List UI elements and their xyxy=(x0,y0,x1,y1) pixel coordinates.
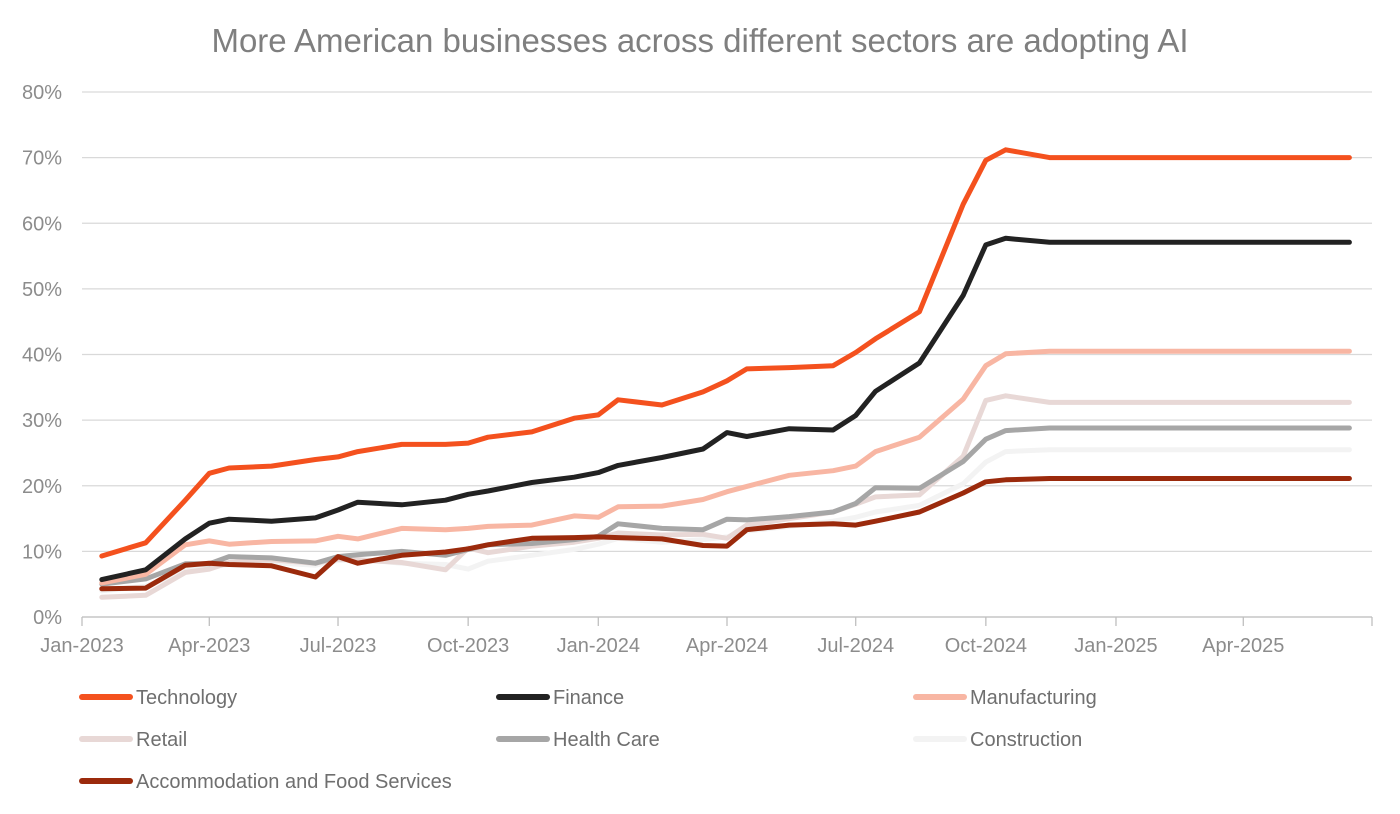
x-tick-label: Oct-2024 xyxy=(945,635,1027,657)
legend-label: Retail xyxy=(136,729,187,751)
x-tick-label: Apr-2024 xyxy=(686,635,768,657)
y-tick-label: 60% xyxy=(22,213,62,235)
x-tick-label: Apr-2023 xyxy=(168,635,250,657)
y-tick-label: 20% xyxy=(22,476,62,498)
y-tick-label: 70% xyxy=(22,148,62,170)
legend-item-manufacturing: Manufacturing xyxy=(913,687,1097,709)
legend-item-technology: Technology xyxy=(79,687,237,709)
gridlines xyxy=(82,91,1372,618)
y-tick-label: 0% xyxy=(33,607,62,629)
chart-title: More American businesses across differen… xyxy=(211,22,1188,59)
legend-label: Health Care xyxy=(553,729,660,751)
y-tick-label: 10% xyxy=(22,541,62,563)
legend-label: Technology xyxy=(136,687,237,709)
series-line-health-care xyxy=(99,425,1352,587)
x-tick-label: Jan-2024 xyxy=(557,635,640,657)
legend-item-retail: Retail xyxy=(79,729,187,751)
legend-item-accommodation-and-food-services: Accommodation and Food Services xyxy=(79,771,452,793)
series-line-finance xyxy=(99,235,1352,583)
series-line-manufacturing xyxy=(99,348,1352,586)
legend-label: Accommodation and Food Services xyxy=(136,771,452,793)
series-line-technology xyxy=(99,147,1352,559)
x-tick-label: Oct-2023 xyxy=(427,635,509,657)
x-tick-label: Jul-2024 xyxy=(817,635,894,657)
legend-item-finance: Finance xyxy=(496,687,624,709)
legend: Technology Finance Manufacturing Retail Heal… xyxy=(79,687,1097,793)
legend-item-construction: Construction xyxy=(913,729,1082,751)
y-tick-label: 80% xyxy=(22,82,62,104)
y-tick-label: 50% xyxy=(22,279,62,301)
legend-label: Construction xyxy=(970,729,1082,751)
x-tick-label: Jan-2023 xyxy=(40,635,123,657)
y-tick-label: 40% xyxy=(22,345,62,367)
legend-label: Manufacturing xyxy=(970,687,1097,709)
x-tick-label: Jan-2025 xyxy=(1074,635,1157,657)
x-tick-label: Apr-2025 xyxy=(1202,635,1284,657)
series-line-accommodation-and-food-services xyxy=(99,476,1352,592)
legend-label: Finance xyxy=(553,687,624,709)
x-tick-label: Jul-2023 xyxy=(300,635,377,657)
axes: 0% 10% 20% 30% 40% 50% 60% 70% 80% Jan-2023 Apr-20… xyxy=(22,82,1373,657)
legend-item-health-care: Health Care xyxy=(496,729,660,751)
series-lines xyxy=(99,147,1352,600)
y-tick-label: 30% xyxy=(22,410,62,432)
